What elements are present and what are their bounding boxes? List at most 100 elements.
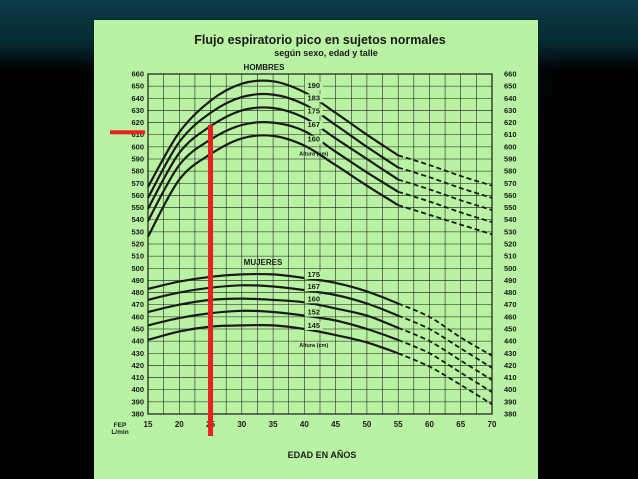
series-extension-mujeres-167 (397, 314, 493, 369)
series-label-mujeres-145: 145 (307, 321, 320, 330)
series-label-mujeres-152: 152 (307, 308, 320, 317)
series-extension-hombres-190 (397, 154, 493, 187)
y-tick-label-right: 640 (504, 94, 517, 103)
series-label-bg (304, 308, 323, 317)
series-line-hombres-160 (147, 134, 399, 238)
y-tick-label-right: 450 (504, 325, 517, 334)
y-tick-label-right: 580 (504, 167, 517, 176)
series-extension-hombres-175 (397, 178, 493, 211)
series-label-bg (304, 283, 323, 292)
y-tick-label-right: 600 (504, 142, 517, 151)
y-tick-label-left: 540 (131, 215, 144, 224)
y-axis-label-fep: FEP (114, 422, 127, 429)
y-tick-label-left: 430 (131, 349, 144, 358)
y-tick-label-right: 530 (504, 227, 517, 236)
panel-title-hombres: HOMBRES (244, 63, 286, 72)
y-tick-label-right: 650 (504, 82, 517, 91)
x-axis-label: EDAD EN AÑOS (288, 450, 357, 460)
x-tick-label: 50 (362, 420, 371, 429)
x-tick-label: 45 (331, 420, 340, 429)
x-tick-label: 30 (237, 420, 246, 429)
series-label-hombres-160: 160 (307, 135, 320, 144)
y-tick-label-right: 620 (504, 118, 517, 127)
series-extension-hombres-167 (397, 190, 493, 223)
y-tick-label-left: 470 (131, 300, 144, 309)
y-tick-label-left: 630 (131, 106, 144, 115)
y-tick-label-left: 530 (131, 227, 144, 236)
y-tick-label-left: 550 (131, 203, 144, 212)
y-tick-label-right: 630 (504, 106, 517, 115)
y-tick-label-left: 610 (131, 130, 144, 139)
y-tick-label-left: 500 (131, 264, 144, 273)
y-tick-label-left: 580 (131, 167, 144, 176)
y-tick-label-right: 420 (504, 361, 517, 370)
series-label-hombres-183: 183 (307, 93, 320, 102)
series-label-hombres-190: 190 (307, 81, 320, 90)
y-tick-label-right: 510 (504, 252, 517, 261)
y-tick-label-right: 470 (504, 300, 517, 309)
series-label-mujeres-167: 167 (307, 282, 320, 291)
y-tick-label-left: 460 (131, 312, 144, 321)
y-tick-label-left: 560 (131, 191, 144, 200)
y-tick-label-right: 570 (504, 179, 517, 188)
x-tick-label: 60 (425, 420, 434, 429)
series-extension-hombres-160 (397, 204, 493, 236)
y-tick-label-left: 620 (131, 118, 144, 127)
y-tick-label-right: 660 (504, 70, 517, 79)
series-caption-mujeres: Altura (cm) (299, 343, 328, 349)
series-extension-mujeres-175 (397, 302, 493, 357)
series-line-hombres-167 (147, 121, 399, 222)
series-label-mujeres-160: 160 (307, 294, 320, 303)
y-tick-label-right: 520 (504, 240, 517, 249)
series-line-mujeres-175 (147, 272, 399, 305)
series-label-bg (304, 82, 323, 91)
x-tick-label: 20 (175, 420, 184, 429)
series-label-bg (304, 322, 323, 330)
series-line-hombres-183 (147, 92, 399, 199)
series-line-hombres-175 (147, 106, 399, 210)
y-tick-label-right: 550 (504, 203, 517, 212)
y-tick-label-left: 520 (131, 240, 144, 249)
series-label-bg (304, 121, 323, 130)
y-tick-label-left: 490 (131, 276, 144, 285)
x-tick-label: 55 (394, 420, 403, 429)
y-tick-label-left: 570 (131, 179, 144, 188)
series-label-bg (304, 107, 323, 116)
series-caption-hombres: Altura (cm) (299, 152, 328, 158)
chart-title: Flujo espiratorio pico en sujetos normal… (194, 33, 445, 47)
y-tick-label-right: 480 (504, 288, 517, 297)
x-tick-label: 40 (300, 420, 309, 429)
y-tick-label-right: 380 (504, 410, 517, 419)
y-tick-label-left: 420 (131, 361, 144, 370)
y-tick-label-right: 500 (504, 264, 517, 273)
y-tick-label-right: 490 (504, 276, 517, 285)
red-vertical-marker (208, 125, 214, 436)
y-tick-label-left: 450 (131, 325, 144, 334)
x-tick-label: 35 (269, 420, 278, 429)
y-tick-label-right: 410 (504, 373, 517, 382)
x-tick-label: 15 (144, 420, 153, 429)
series-label-bg (304, 295, 323, 304)
series-line-mujeres-145 (147, 323, 399, 355)
y-tick-label-right: 430 (504, 349, 517, 358)
series-extension-mujeres-145 (397, 352, 493, 406)
series-label-bg (304, 94, 323, 103)
series-extension-hombres-183 (397, 166, 493, 199)
y-tick-label-right: 590 (504, 155, 517, 164)
y-tick-label-left: 400 (131, 385, 144, 394)
series-extension-mujeres-152 (397, 339, 493, 393)
y-tick-label-right: 540 (504, 215, 517, 224)
chart-subtitle: según sexo, edad y talle (274, 48, 378, 58)
series-label-hombres-175: 175 (307, 107, 320, 116)
y-tick-label-left: 600 (131, 142, 144, 151)
panel-title-mujeres: MUJERES (244, 258, 283, 267)
x-tick-label: 70 (488, 420, 497, 429)
series-label-mujeres-175: 175 (307, 270, 320, 279)
series-line-mujeres-167 (147, 284, 399, 317)
y-tick-label-left: 510 (131, 252, 144, 261)
y-tick-label-left: 660 (131, 70, 144, 79)
y-tick-label-left: 410 (131, 373, 144, 382)
y-tick-label-left: 480 (131, 288, 144, 297)
y-tick-label-left: 440 (131, 337, 144, 346)
